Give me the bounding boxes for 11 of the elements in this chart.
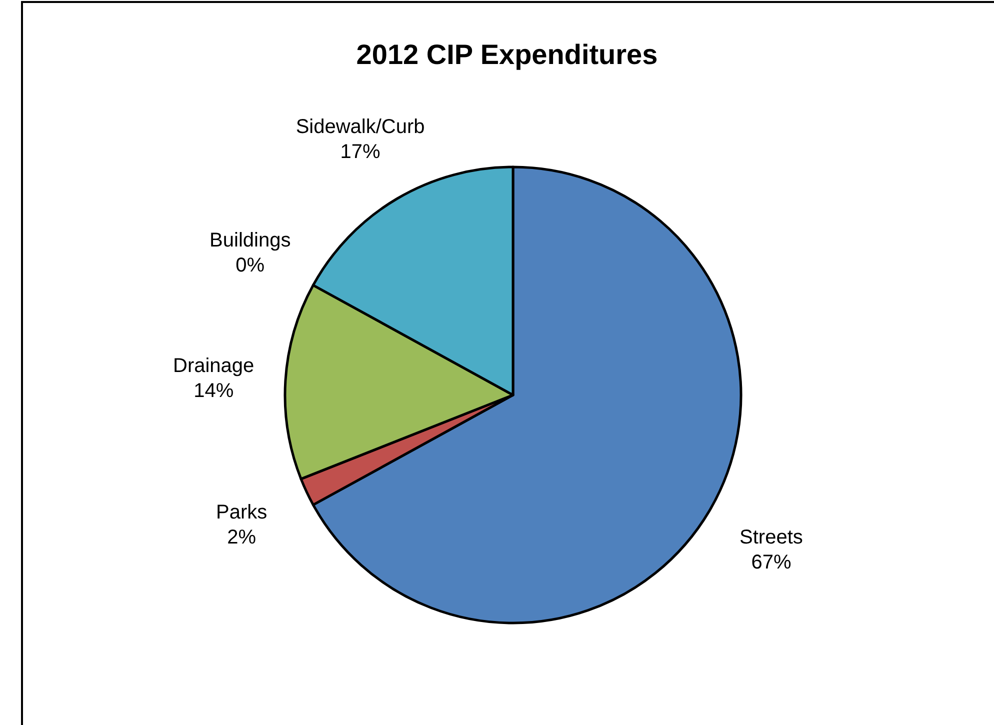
text: 0% [236,254,265,276]
chart-title: 2012 CIP Expenditures [356,39,658,70]
slice-label: Drainage [173,355,254,378]
slice-label: Parks [216,502,268,524]
data-label: 14% [194,380,234,402]
slice-label: Streets [740,526,803,549]
data-label: 17% [340,140,381,163]
category-label: Buildings [210,229,291,252]
data-label: 2% [227,526,256,549]
data-label: 67% [751,552,792,574]
slice-label: Sidewalk/Curb [296,116,425,138]
